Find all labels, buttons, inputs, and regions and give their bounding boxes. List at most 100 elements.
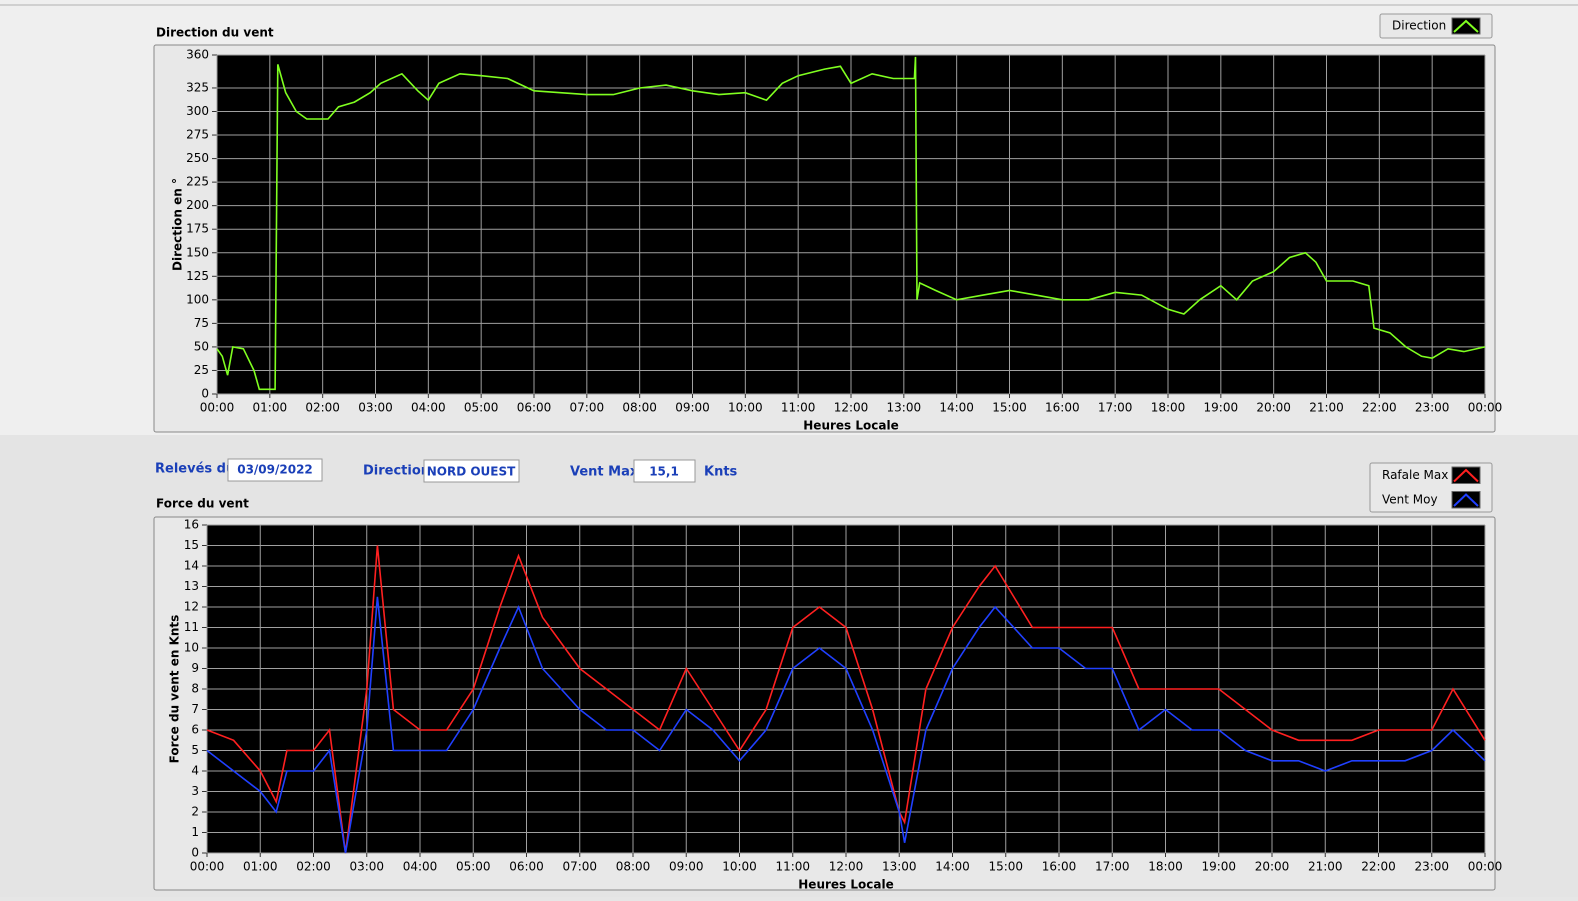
chart-title: Direction du vent [156, 26, 274, 40]
x-tick-label: 00:00 [1468, 401, 1503, 415]
y-tick-label: 5 [191, 743, 199, 757]
y-tick-label: 225 [186, 175, 209, 189]
x-tick-label: 13:00 [887, 401, 922, 415]
chart-title: Force du vent [156, 497, 249, 511]
y-tick-label: 1 [191, 825, 199, 839]
legend-label: Vent Moy [1382, 492, 1438, 506]
x-tick-label: 20:00 [1256, 401, 1291, 415]
x-tick-label: 06:00 [517, 401, 552, 415]
legend-label: Direction [1392, 19, 1446, 33]
x-tick-label: 23:00 [1415, 401, 1450, 415]
max-field[interactable] [633, 459, 696, 483]
x-tick-label: 12:00 [829, 860, 864, 874]
y-tick-label: 75 [194, 316, 209, 330]
x-tick-label: 00:00 [200, 401, 235, 415]
x-axis-label: Heures Locale [798, 878, 893, 892]
x-tick-label: 20:00 [1255, 860, 1290, 874]
y-tick-label: 9 [191, 661, 199, 675]
x-tick-label: 12:00 [834, 401, 869, 415]
x-tick-label: 02:00 [305, 401, 340, 415]
y-tick-label: 14 [184, 559, 199, 573]
direction-value: NORD OUEST [427, 465, 516, 479]
legend-line [1453, 468, 1479, 483]
max-value: 15,1 [649, 465, 679, 479]
legend-swatch [1451, 17, 1481, 35]
x-tick-label: 02:00 [296, 860, 331, 874]
x-tick-label: 09:00 [669, 860, 704, 874]
y-tick-label: 16 [184, 518, 199, 532]
x-tick-label: 04:00 [403, 860, 438, 874]
direction-field[interactable] [423, 459, 520, 483]
x-tick-label: 23:00 [1414, 860, 1449, 874]
y-tick-label: 25 [194, 363, 209, 377]
x-tick-label: 01:00 [253, 401, 288, 415]
y-tick-label: 2 [191, 805, 199, 819]
y-tick-label: 125 [186, 269, 209, 283]
x-tick-label: 19:00 [1204, 401, 1239, 415]
y-tick-label: 12 [184, 600, 199, 614]
x-tick-label: 16:00 [1042, 860, 1077, 874]
data-line [206, 596, 1486, 854]
x-tick-label: 21:00 [1309, 401, 1344, 415]
legend-swatch [1451, 491, 1481, 509]
x-tick-label: 03:00 [358, 401, 393, 415]
x-tick-label: 13:00 [882, 860, 917, 874]
direction-label: Direction [363, 464, 430, 479]
data-line [206, 545, 1486, 854]
y-tick-label: 6 [191, 723, 199, 737]
legend-line [1453, 493, 1479, 507]
x-tick-label: 03:00 [349, 860, 384, 874]
y-tick-label: 0 [201, 387, 209, 401]
y-tick-label: 175 [186, 222, 209, 236]
y-tick-label: 360 [186, 48, 209, 62]
legend-swatch [1451, 466, 1481, 484]
x-tick-label: 18:00 [1151, 401, 1186, 415]
x-tick-label: 07:00 [570, 401, 605, 415]
y-tick-label: 200 [186, 198, 209, 212]
max-label: Vent Max [570, 465, 639, 480]
y-tick-label: 8 [191, 682, 199, 696]
max-unit: Knts [704, 465, 738, 480]
data-line [216, 56, 1486, 391]
y-tick-label: 325 [186, 80, 209, 94]
x-tick-label: 15:00 [988, 860, 1023, 874]
x-tick-label: 14:00 [935, 860, 970, 874]
x-tick-label: 19:00 [1201, 860, 1236, 874]
y-tick-label: 150 [186, 245, 209, 259]
y-tick-label: 4 [191, 764, 199, 778]
y-tick-label: 13 [184, 579, 199, 593]
x-tick-label: 08:00 [616, 860, 651, 874]
y-tick-label: 300 [186, 104, 209, 118]
y-axis-label: Force du vent en Knts [168, 615, 182, 764]
y-tick-label: 250 [186, 151, 209, 165]
x-tick-label: 16:00 [1045, 401, 1080, 415]
date-label: Relevés du [155, 462, 235, 477]
y-tick-label: 15 [184, 538, 199, 552]
y-tick-label: 50 [194, 339, 209, 353]
y-tick-label: 11 [184, 620, 199, 634]
x-tick-label: 18:00 [1148, 860, 1183, 874]
x-tick-label: 14:00 [939, 401, 974, 415]
y-tick-label: 10 [184, 641, 199, 655]
x-tick-label: 00:00 [1468, 860, 1503, 874]
x-tick-label: 22:00 [1361, 860, 1396, 874]
x-tick-label: 04:00 [411, 401, 446, 415]
date-value: 03/09/2022 [237, 463, 313, 477]
x-axis-label: Heures Locale [803, 419, 898, 433]
x-tick-label: 17:00 [1095, 860, 1130, 874]
legend-label: Rafale Max [1382, 468, 1448, 482]
x-tick-label: 01:00 [243, 860, 278, 874]
x-tick-label: 08:00 [622, 401, 657, 415]
x-tick-label: 05:00 [464, 401, 499, 415]
y-tick-label: 3 [191, 784, 199, 798]
y-tick-label: 275 [186, 128, 209, 142]
y-tick-label: 7 [191, 702, 199, 716]
y-tick-label: 0 [191, 846, 199, 860]
date-field[interactable] [227, 458, 323, 482]
x-tick-label: 21:00 [1308, 860, 1343, 874]
x-tick-label: 07:00 [562, 860, 597, 874]
y-axis-label: Direction en ° [171, 178, 185, 271]
x-tick-label: 05:00 [456, 860, 491, 874]
